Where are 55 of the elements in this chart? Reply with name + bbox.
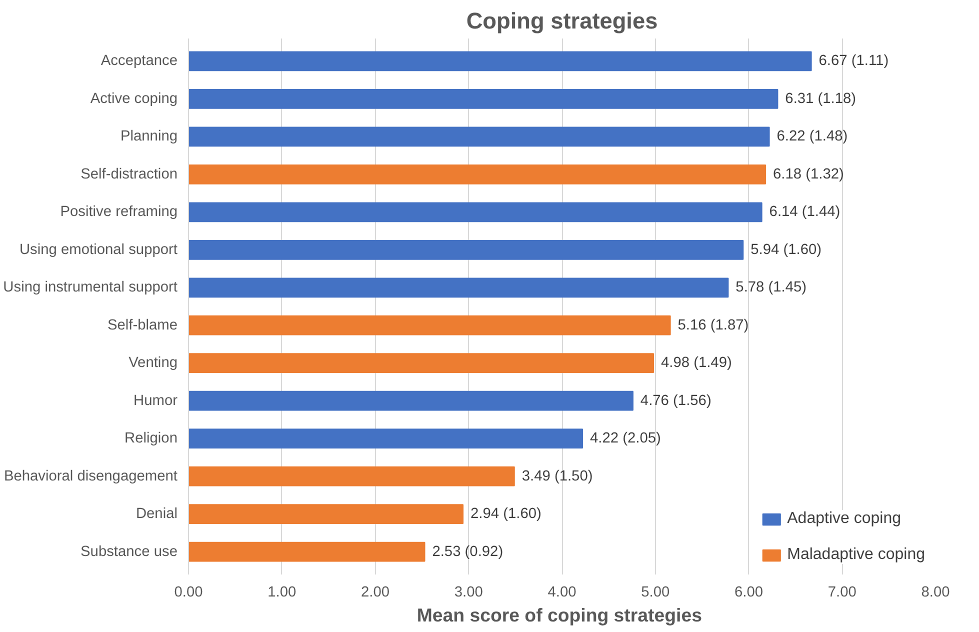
bar — [188, 466, 515, 486]
data-label: 6.22 (1.48) — [776, 128, 848, 145]
chart-title: Coping strategies — [466, 8, 658, 34]
bar — [188, 278, 729, 298]
y-tick-label: Denial — [136, 506, 178, 522]
y-tick-label: Using emotional support — [19, 242, 178, 258]
x-tick-label: 2.00 — [360, 584, 390, 600]
legend-label: Maladaptive coping — [787, 546, 925, 564]
y-tick-label: Using instrumental support — [3, 280, 178, 296]
data-label: 6.14 (1.44) — [769, 204, 840, 220]
bar — [188, 315, 671, 336]
bar — [188, 353, 654, 374]
bar — [188, 126, 770, 147]
data-label: 2.53 (0.92) — [432, 544, 504, 560]
data-label: 5.94 (1.60) — [750, 242, 822, 258]
data-label: 6.67 (1.11) — [818, 53, 889, 70]
y-tick-label: Acceptance — [100, 53, 178, 70]
data-label: 3.49 (1.50) — [522, 468, 593, 484]
x-tick-label: 1.00 — [268, 584, 296, 600]
x-tick-label: 3.00 — [454, 584, 483, 600]
bar — [188, 428, 584, 449]
bar — [188, 504, 464, 524]
bar — [188, 390, 634, 411]
x-tick-label: 0.00 — [174, 584, 203, 600]
y-tick-label: Humor — [134, 392, 178, 409]
data-label: 6.18 (1.32) — [773, 166, 844, 182]
x-tick-label: 6.00 — [734, 584, 764, 600]
y-tick-label: Active coping — [90, 90, 178, 107]
y-tick-label: Planning — [120, 128, 178, 145]
data-label: 5.16 (1.87) — [678, 317, 749, 334]
x-tick-label: 5.00 — [641, 584, 670, 600]
y-tick-label: Substance use — [80, 544, 178, 560]
legend-label: Adaptive coping — [787, 510, 901, 528]
bar — [188, 202, 762, 222]
bar — [188, 240, 744, 260]
data-label: 2.94 (1.60) — [470, 506, 542, 522]
y-tick-label: Self-blame — [107, 317, 178, 334]
data-label: 4.22 (2.05) — [590, 430, 661, 447]
x-tick-label: 8.00 — [921, 584, 950, 600]
y-tick-label: Self-distraction — [80, 166, 178, 182]
y-tick-label: Behavioral disengagement — [4, 468, 178, 484]
y-tick-label: Venting — [128, 355, 178, 372]
data-label: 4.76 (1.56) — [640, 392, 712, 409]
data-label: 5.78 (1.45) — [736, 280, 807, 296]
y-tick-label: Religion — [124, 430, 178, 447]
data-label: 6.31 (1.18) — [785, 90, 856, 107]
x-tick-label: 4.00 — [548, 584, 576, 600]
bar — [188, 164, 766, 184]
x-tick-label: 7.00 — [828, 584, 856, 600]
bar — [188, 88, 778, 109]
bar — [188, 51, 812, 72]
y-tick-label: Positive reframing — [60, 204, 178, 220]
bar — [188, 542, 426, 562]
x-axis-title: Mean score of coping strategies — [416, 604, 702, 626]
data-label: 4.98 (1.49) — [660, 355, 732, 372]
